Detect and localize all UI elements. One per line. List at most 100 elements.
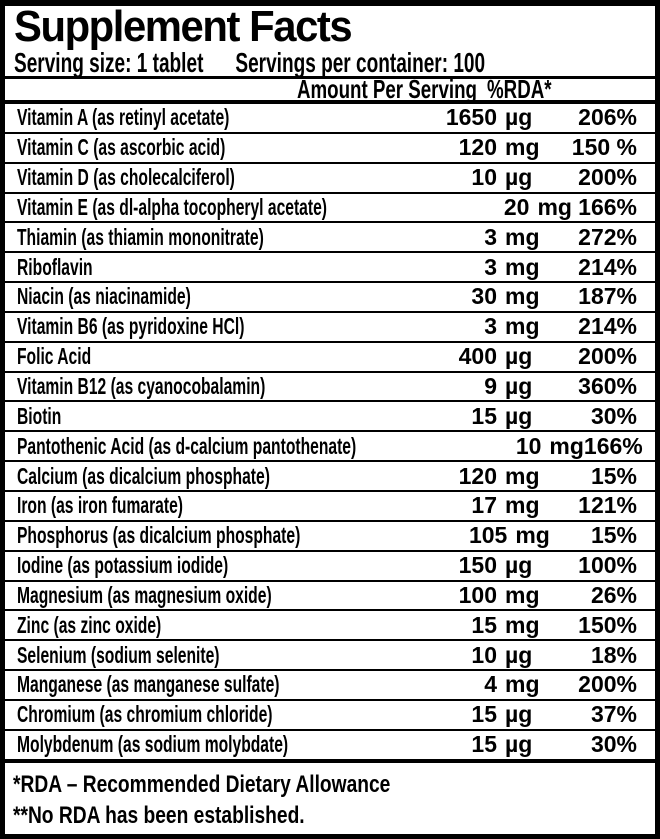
nutrient-unit: µg bbox=[505, 731, 533, 758]
nutrient-name: Pantothenic Acid (as d-calcium pantothen… bbox=[17, 432, 357, 459]
nutrient-name: Manganese (as manganese sulfate) bbox=[17, 671, 280, 698]
nutrient-name: Vitamin B6 (as pyridoxine HCl) bbox=[17, 313, 245, 340]
table-row: Pantothenic Acid (as d-calcium pantothen… bbox=[5, 432, 655, 463]
nutrient-name: Iron (as iron fumarate) bbox=[17, 492, 183, 519]
nutrient-name: Molybdenum (as sodium molybdate) bbox=[17, 731, 289, 758]
nutrient-amount: 100 bbox=[458, 581, 497, 608]
nutrient-unit: mg bbox=[505, 253, 540, 280]
nutrient-rda-percent: 166% bbox=[578, 193, 637, 220]
nutrient-rda-percent: 206% bbox=[578, 104, 637, 131]
nutrient-unit: mg bbox=[505, 611, 540, 638]
no-rda-footnote: **No RDA has been established. bbox=[13, 801, 305, 829]
nutrient-amount: 15 bbox=[471, 611, 497, 638]
nutrient-rda-percent: 37% bbox=[590, 701, 637, 728]
nutrient-rda-percent: 214% bbox=[578, 253, 637, 280]
nutrient-rda-percent: 15% bbox=[590, 522, 637, 549]
serving-info-line: Serving size: 1 tablet Servings per cont… bbox=[14, 50, 485, 76]
table-row: Magnesium (as magnesium oxide) 100 mg 26… bbox=[5, 582, 655, 612]
nutrient-amount: 10 bbox=[471, 164, 497, 191]
nutrient-rda-percent: 200% bbox=[578, 343, 637, 370]
nutrient-rda-percent: 150 % bbox=[571, 134, 637, 161]
nutrient-rda-percent: 15% bbox=[590, 462, 637, 489]
amount-per-serving-header: Amount Per Serving bbox=[297, 79, 477, 104]
table-row: Selenium (sodium selenite) 10 µg 18% bbox=[5, 641, 655, 672]
nutrient-amount: 20 bbox=[503, 193, 530, 220]
nutrient-name: Calcium (as dicalcium phosphate) bbox=[17, 462, 270, 489]
nutrient-name: Thiamin (as thiamin mononitrate) bbox=[17, 223, 264, 250]
table-row: Iron (as iron fumarate) 17 mg 121% bbox=[5, 492, 655, 522]
rda-header: %RDA* bbox=[487, 79, 552, 104]
nutrient-name: Iodine (as potassium iodide) bbox=[17, 552, 229, 579]
table-row: Iodine (as potassium iodide) 150 µg 100% bbox=[5, 552, 655, 582]
nutrient-unit: mg bbox=[505, 313, 540, 340]
nutrient-rda-percent: 214% bbox=[578, 313, 637, 340]
nutrient-rda-percent: 272% bbox=[578, 223, 637, 250]
nutrient-name: Vitamin D (as cholecalciferol) bbox=[17, 164, 235, 191]
nutrient-unit: µg bbox=[505, 701, 533, 728]
nutrient-name: Chromium (as chromium chloride) bbox=[17, 701, 273, 728]
nutrient-amount: 9 bbox=[484, 373, 497, 400]
nutrient-name: Folic Acid bbox=[17, 343, 92, 370]
table-row: Folic Acid 400 µg 200% bbox=[5, 343, 655, 373]
nutrient-unit: mg bbox=[505, 492, 540, 519]
nutrient-unit: µg bbox=[505, 343, 533, 370]
nutrient-unit: mg bbox=[515, 522, 550, 549]
nutrient-name: Vitamin B12 (as cyanocobalamin) bbox=[17, 373, 266, 400]
nutrient-name: Phosphorus (as dicalcium phosphate) bbox=[17, 522, 301, 549]
serving-info-row: Serving size: 1 tablet Servings per cont… bbox=[5, 50, 655, 79]
nutrient-name: Vitamin A (as retinyl acetate) bbox=[17, 104, 230, 131]
nutrient-name: Selenium (sodium selenite) bbox=[17, 641, 220, 668]
table-row: Calcium (as dicalcium phosphate) 120 mg … bbox=[5, 462, 655, 492]
table-row: Vitamin A (as retinyl acetate) 1650 µg 2… bbox=[5, 104, 655, 134]
nutrient-unit: µg bbox=[505, 104, 533, 131]
nutrient-amount: 120 bbox=[458, 462, 497, 489]
nutrient-name: Riboflavin bbox=[17, 253, 93, 280]
nutrient-rda-percent: 18% bbox=[590, 641, 637, 668]
nutrient-unit: µg bbox=[505, 402, 533, 429]
nutrient-name: Magnesium (as magnesium oxide) bbox=[17, 581, 272, 608]
nutrient-unit: mg bbox=[505, 671, 540, 698]
label-title: Supplement Facts bbox=[14, 6, 353, 50]
table-row: Zinc (as zinc oxide) 15 mg 150% bbox=[5, 611, 655, 642]
nutrient-unit: mg bbox=[537, 193, 572, 220]
nutrient-rda-percent: 121% bbox=[578, 492, 637, 519]
nutrient-rda-percent: 30% bbox=[590, 402, 637, 429]
table-row: Vitamin B6 (as pyridoxine HCl) 3 mg 214% bbox=[5, 313, 655, 343]
nutrient-amount: 15 bbox=[471, 731, 497, 758]
nutrient-unit: mg bbox=[549, 432, 584, 459]
nutrient-rda-percent: 100% bbox=[578, 552, 637, 579]
nutrient-rda-percent: 200% bbox=[578, 671, 637, 698]
nutrient-amount: 3 bbox=[484, 253, 497, 280]
nutrient-amount: 15 bbox=[471, 402, 497, 429]
nutrient-amount: 15 bbox=[471, 701, 497, 728]
nutrient-unit: mg bbox=[505, 283, 540, 310]
nutrient-amount: 4 bbox=[484, 671, 497, 698]
nutrient-amount: 1650 bbox=[445, 104, 497, 131]
nutrient-amount: 3 bbox=[484, 313, 497, 340]
nutrient-name: Vitamin C (as ascorbic acid) bbox=[17, 134, 226, 161]
nutrient-unit: µg bbox=[505, 641, 533, 668]
nutrient-amount: 10 bbox=[515, 432, 542, 459]
nutrient-name: Biotin bbox=[17, 402, 62, 429]
nutrient-amount: 3 bbox=[484, 223, 497, 250]
table-row: Niacin (as niacinamide) 30 mg 187% bbox=[5, 283, 655, 313]
nutrient-amount: 17 bbox=[471, 492, 497, 519]
table-row: Biotin 15 µg 30% bbox=[5, 402, 655, 433]
nutrient-amount: 400 bbox=[458, 343, 497, 370]
nutrient-unit: µg bbox=[505, 164, 533, 191]
table-row: Thiamin (as thiamin mononitrate) 3 mg 27… bbox=[5, 223, 655, 254]
nutrient-unit: mg bbox=[505, 581, 540, 608]
servings-per-container-text: Servings per container: 100 bbox=[235, 50, 486, 78]
nutrient-name: Niacin (as niacinamide) bbox=[17, 283, 191, 310]
table-row: Vitamin E (as dl-alpha tocopheryl acetat… bbox=[5, 194, 655, 224]
table-row: Vitamin B12 (as cyanocobalamin) 9 µg 360… bbox=[5, 373, 655, 403]
nutrient-amount: 10 bbox=[471, 641, 497, 668]
nutrient-unit: mg bbox=[505, 134, 540, 161]
table-column-header-line: Amount Per Serving %RDA* bbox=[297, 79, 552, 100]
table-row: Riboflavin 3 mg 214% bbox=[5, 253, 655, 284]
nutrient-amount: 30 bbox=[471, 283, 497, 310]
table-row: Vitamin C (as ascorbic acid) 120 mg 150 … bbox=[5, 134, 655, 164]
nutrient-name: Vitamin E (as dl-alpha tocopheryl acetat… bbox=[17, 193, 327, 220]
rda-definition-footnote: *RDA – Recommended Dietary Allowance bbox=[13, 770, 391, 798]
